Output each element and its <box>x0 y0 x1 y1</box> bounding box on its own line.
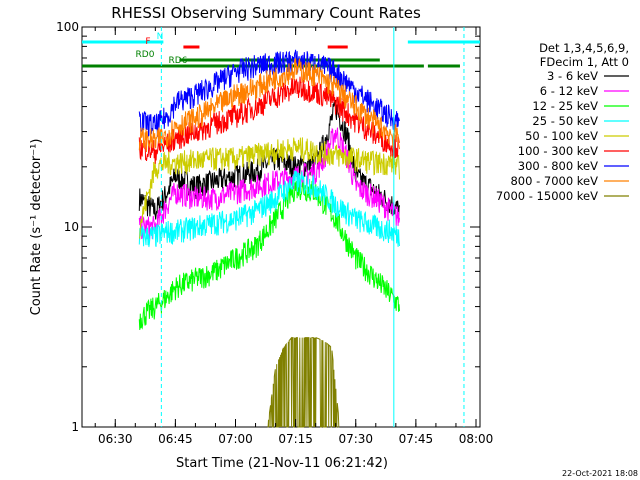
legend-entry-label: 6 - 12 keV <box>540 84 598 98</box>
legend-entry-label: 7000 - 15000 keV <box>496 189 598 203</box>
series-line-2 <box>138 179 400 331</box>
series-line-1 <box>138 127 400 240</box>
series-line-4 <box>138 137 400 240</box>
legend-entry-label: 50 - 100 keV <box>525 129 598 143</box>
legend-entry-label: 3 - 6 keV <box>547 69 598 83</box>
legend-header: FDecim 1, Att 0 <box>540 55 629 69</box>
flag-label: RD6 <box>169 56 188 66</box>
legend-entry-label: 100 - 300 keV <box>518 144 598 158</box>
series-line-7 <box>138 58 400 153</box>
legend-entry-label: 300 - 800 keV <box>518 159 598 173</box>
vertical-markers <box>160 27 465 427</box>
legend-entry-label: 25 - 50 keV <box>532 114 598 128</box>
flag-label: RD0 <box>136 50 155 60</box>
flag-label: N <box>157 32 164 42</box>
legend-header: Det 1,3,4,5,6,9, <box>539 41 629 55</box>
x-tick-label: 06:30 <box>98 432 133 446</box>
y-tick-label: 1 <box>71 420 79 434</box>
x-tick-label: 06:45 <box>158 432 193 446</box>
x-tick-label: 07:15 <box>278 432 313 446</box>
x-tick-label: 07:00 <box>218 432 253 446</box>
timestamp: 22-Oct-2021 18:08 <box>562 469 638 478</box>
x-tick-label: 07:45 <box>399 432 434 446</box>
y-tick-label: 10 <box>64 220 79 234</box>
series-line-5 <box>138 76 400 164</box>
chart-title: RHESSI Observing Summary Count Rates <box>111 4 421 22</box>
series <box>138 49 400 428</box>
flag-label: F <box>145 37 150 47</box>
axes: 06:30 06:45 07:00 07:15 07:30 07:45 08:00 1 10 10… <box>56 20 493 446</box>
y-axis-label: Count Rate (s⁻¹ detector⁻¹) <box>29 139 44 316</box>
legend-entry-label: 12 - 25 keV <box>532 99 598 113</box>
series-line-3 <box>138 170 400 248</box>
legend-entry-label: 800 - 7000 keV <box>510 174 598 188</box>
x-axis-label: Start Time (21-Nov-11 06:21:42) <box>176 456 388 471</box>
x-tick-label: 07:30 <box>338 432 373 446</box>
y-tick-label: 100 <box>56 20 79 34</box>
x-tick-label: 08:00 <box>459 432 494 446</box>
legend: Det 1,3,4,5,6,9,FDecim 1, Att 03 - 6 keV… <box>496 41 629 203</box>
series-line-8 <box>267 336 340 428</box>
